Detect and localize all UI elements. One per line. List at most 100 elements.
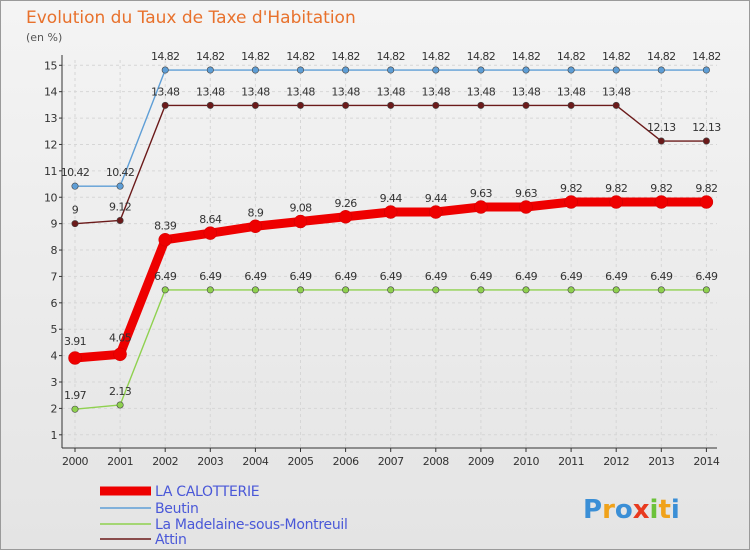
data-label: 10.42 bbox=[61, 166, 90, 179]
y-tick-label: 9 bbox=[51, 218, 58, 231]
svg-text:Proxiti: Proxiti bbox=[583, 495, 680, 525]
x-tick-label: 2002 bbox=[152, 455, 178, 468]
y-tick-label: 10 bbox=[44, 191, 57, 204]
data-label: 13.48 bbox=[422, 85, 451, 98]
data-point bbox=[432, 101, 440, 109]
data-label: 9.82 bbox=[695, 182, 717, 195]
data-label: 9 bbox=[72, 204, 79, 217]
data-point bbox=[432, 286, 440, 294]
data-label: 8.9 bbox=[248, 206, 264, 219]
data-label: 14.82 bbox=[241, 50, 270, 63]
data-label: 9.44 bbox=[425, 192, 448, 205]
data-label: 13.48 bbox=[196, 85, 225, 98]
data-point bbox=[113, 347, 127, 362]
data-label: 6.49 bbox=[154, 270, 177, 283]
data-point bbox=[251, 286, 259, 294]
data-label: 6.49 bbox=[244, 270, 267, 283]
data-point bbox=[383, 205, 398, 219]
data-point bbox=[296, 101, 304, 109]
x-tick-label: 2007 bbox=[378, 455, 404, 468]
data-point bbox=[251, 66, 259, 74]
y-tick-label: 12 bbox=[44, 138, 57, 151]
y-tick-label: 8 bbox=[51, 244, 58, 257]
data-point bbox=[387, 66, 395, 74]
data-point bbox=[477, 101, 485, 109]
x-tick-label: 2008 bbox=[423, 455, 449, 468]
data-point bbox=[612, 66, 620, 74]
y-tick-label: 6 bbox=[51, 297, 58, 310]
x-tick-label: 2009 bbox=[468, 455, 494, 468]
data-label: 13.48 bbox=[376, 85, 405, 98]
data-label: 14.82 bbox=[602, 50, 631, 63]
data-point bbox=[387, 101, 395, 109]
data-label: 14.82 bbox=[196, 50, 225, 63]
data-point bbox=[477, 286, 485, 294]
data-point bbox=[116, 401, 124, 409]
data-label: 6.49 bbox=[289, 270, 312, 283]
x-tick-label: 2012 bbox=[603, 455, 629, 468]
x-tick-label: 2003 bbox=[197, 455, 223, 468]
data-point bbox=[161, 286, 169, 294]
data-label: 14.82 bbox=[467, 50, 496, 63]
data-point bbox=[158, 232, 172, 247]
data-label: 8.39 bbox=[154, 220, 177, 233]
data-label: 9.08 bbox=[289, 202, 312, 215]
data-point bbox=[567, 101, 575, 109]
data-point bbox=[654, 195, 669, 209]
data-point bbox=[68, 351, 82, 365]
data-point bbox=[564, 195, 578, 209]
data-label: 2.13 bbox=[109, 385, 132, 398]
legend-label: Beutin bbox=[155, 501, 199, 517]
data-point bbox=[519, 200, 533, 214]
x-tick-label: 2004 bbox=[242, 455, 268, 468]
data-point bbox=[612, 286, 620, 294]
data-point bbox=[657, 286, 665, 294]
x-tick-label: 2011 bbox=[558, 455, 584, 468]
data-point bbox=[206, 286, 214, 294]
data-point bbox=[522, 66, 530, 74]
data-label: 14.82 bbox=[512, 50, 541, 63]
data-point bbox=[342, 66, 350, 74]
data-label: 6.49 bbox=[650, 270, 673, 283]
data-point bbox=[612, 101, 620, 109]
data-label: 3.91 bbox=[64, 335, 86, 348]
data-label: 6.49 bbox=[605, 270, 628, 283]
data-label: 6.49 bbox=[335, 270, 358, 283]
data-label: 13.48 bbox=[151, 85, 180, 98]
x-tick-label: 2013 bbox=[648, 455, 674, 468]
series-layer bbox=[68, 66, 714, 413]
data-point bbox=[206, 101, 214, 109]
data-labels: 3.91 4.05 8.39 8.64 8.9 9.08 9.26 9.44 9.44 9.63 9… bbox=[61, 50, 722, 402]
data-label: 6.49 bbox=[695, 270, 718, 283]
data-label: 6.49 bbox=[470, 270, 493, 283]
y-tick-label: 7 bbox=[51, 270, 58, 283]
chart-unit: (en %) bbox=[26, 31, 62, 44]
data-label: 9.12 bbox=[109, 200, 131, 213]
data-label: 1.97 bbox=[64, 389, 87, 402]
data-point bbox=[203, 226, 218, 240]
data-label: 14.82 bbox=[647, 50, 676, 63]
data-point bbox=[699, 195, 714, 209]
data-label: 14.82 bbox=[151, 50, 180, 63]
data-label: 14.82 bbox=[422, 50, 451, 63]
data-label: 8.64 bbox=[199, 213, 222, 226]
data-label: 13.48 bbox=[557, 85, 586, 98]
x-tick-label: 2005 bbox=[288, 455, 314, 468]
data-point bbox=[342, 286, 350, 294]
legend-label: Attin bbox=[155, 532, 187, 548]
data-point bbox=[161, 66, 169, 74]
data-point bbox=[116, 182, 124, 190]
data-point bbox=[116, 216, 124, 224]
data-label: 13.48 bbox=[602, 85, 631, 98]
data-point bbox=[161, 101, 169, 109]
y-tick-label: 5 bbox=[51, 323, 58, 336]
x-tick-label: 2006 bbox=[333, 455, 359, 468]
data-label: 14.82 bbox=[331, 50, 360, 63]
data-label: 9.82 bbox=[650, 182, 672, 195]
data-point bbox=[248, 219, 263, 234]
data-label: 6.49 bbox=[425, 270, 448, 283]
data-point bbox=[702, 286, 710, 294]
data-point bbox=[567, 286, 575, 294]
data-point bbox=[474, 200, 488, 214]
